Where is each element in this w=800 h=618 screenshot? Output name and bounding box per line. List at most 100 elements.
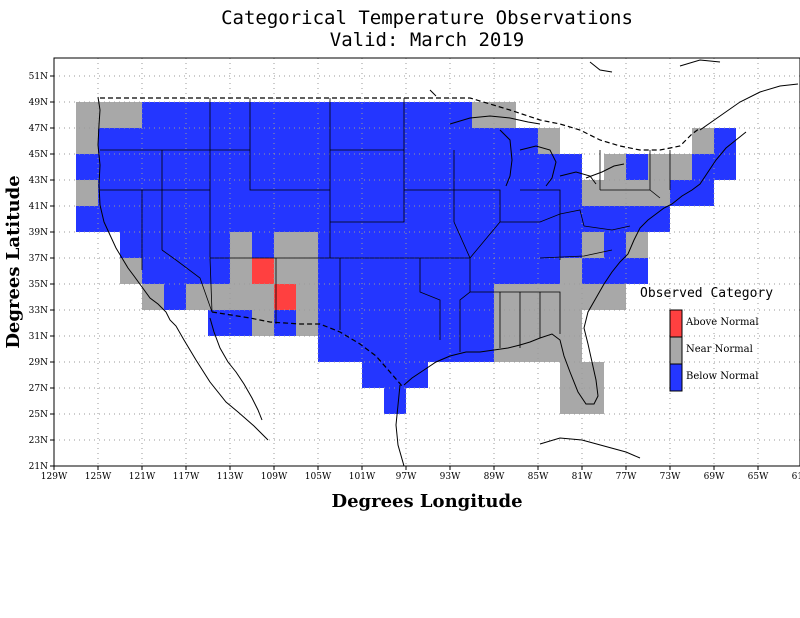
y-tick-label: 27N xyxy=(29,384,48,394)
grid-cell xyxy=(538,284,560,310)
grid-cell xyxy=(252,258,274,284)
grid-cell xyxy=(362,154,384,180)
grid-cell xyxy=(362,362,384,388)
mexico-east-coast-line xyxy=(395,384,405,466)
grid-cell xyxy=(340,310,362,336)
canada-coast-line xyxy=(429,59,799,131)
grid-cell xyxy=(340,336,362,362)
grid-cell xyxy=(340,258,362,284)
grid-cell xyxy=(494,336,516,362)
grid-cell xyxy=(516,206,538,232)
grid-cell xyxy=(164,206,186,232)
legend-swatch xyxy=(669,309,683,338)
grid-cell xyxy=(648,180,670,206)
grid-cell xyxy=(516,128,538,154)
grid-cell xyxy=(142,128,164,154)
grid-cell xyxy=(472,154,494,180)
legend-entries: Above Normal Near Normal Below Normal xyxy=(669,309,759,392)
grid-cell xyxy=(472,336,494,362)
y-tick-label: 41N xyxy=(29,202,48,212)
grid-cell xyxy=(450,128,472,154)
grid-cell xyxy=(318,154,340,180)
grid-cell xyxy=(164,284,186,310)
y-tick-label: 21N xyxy=(29,462,48,472)
grid-cell xyxy=(296,284,318,310)
grid-cell xyxy=(230,154,252,180)
grid-cell xyxy=(230,284,252,310)
grid-cell xyxy=(472,258,494,284)
grid-cell xyxy=(142,180,164,206)
grid-cell xyxy=(296,258,318,284)
grid-cell xyxy=(252,180,274,206)
grid-cell xyxy=(384,284,406,310)
grid-cell xyxy=(274,232,296,258)
grid-cell xyxy=(538,128,560,154)
legend: Observed Category Above Normal Near Norma… xyxy=(640,286,773,392)
grid-cell xyxy=(208,284,230,310)
grid-cell xyxy=(362,206,384,232)
grid-cell xyxy=(560,232,582,258)
grid-cell xyxy=(208,102,230,128)
grid-cell xyxy=(340,284,362,310)
grid-cell xyxy=(450,206,472,232)
grid-cell xyxy=(384,232,406,258)
grid-cell xyxy=(516,310,538,336)
grid-cell xyxy=(384,102,406,128)
legend-label: Below Normal xyxy=(686,371,758,382)
grid-cell xyxy=(626,206,648,232)
grid-cell xyxy=(142,102,164,128)
grid-cell xyxy=(428,154,450,180)
grid-cell xyxy=(296,310,318,336)
grid-cell xyxy=(274,284,296,310)
plot-area xyxy=(54,58,800,466)
x-tick-label: 125W xyxy=(85,472,112,482)
grid-cell xyxy=(494,128,516,154)
x-tick-label: 129W xyxy=(41,472,68,482)
grid-cell xyxy=(252,232,274,258)
x-tick-label: 85W xyxy=(528,472,549,482)
grid-cell xyxy=(406,102,428,128)
grid-cell xyxy=(516,258,538,284)
grid-cell xyxy=(76,154,98,180)
y-tick-label: 25N xyxy=(29,410,48,420)
grid-cell xyxy=(76,102,98,128)
grid-cell xyxy=(76,180,98,206)
grid-cell xyxy=(406,206,428,232)
grid-cell xyxy=(516,180,538,206)
grid-cell xyxy=(428,128,450,154)
y-tick-label: 49N xyxy=(29,98,48,108)
grid-cell xyxy=(252,154,274,180)
grid-cell xyxy=(472,102,494,128)
grid-cell xyxy=(494,102,516,128)
grid-cell xyxy=(164,232,186,258)
grid-cell xyxy=(494,206,516,232)
grid-cell xyxy=(98,206,120,232)
grid-cell xyxy=(494,232,516,258)
grid-cell xyxy=(582,232,604,258)
y-tick-label: 23N xyxy=(29,436,48,446)
grid-cell xyxy=(450,154,472,180)
y-tick-label: 51N xyxy=(29,72,48,82)
grid-cell xyxy=(406,128,428,154)
grid-cell xyxy=(560,180,582,206)
grid-cell xyxy=(76,206,98,232)
grid-cell xyxy=(406,310,428,336)
grid-cell xyxy=(428,102,450,128)
x-axis-ticks: 129W 125W 121W 117W 113W 109W 105W 101W 97W 93W 89… xyxy=(41,466,800,482)
great-lakes-line xyxy=(449,115,625,187)
grid-cell xyxy=(296,180,318,206)
grid-cell xyxy=(692,154,714,180)
grid-cell xyxy=(186,154,208,180)
grid-cell xyxy=(406,154,428,180)
grid-cell xyxy=(208,180,230,206)
basemap-lines xyxy=(97,59,799,466)
grid-cell xyxy=(318,180,340,206)
grid-cell xyxy=(120,154,142,180)
y-tick-label: 37N xyxy=(29,254,48,264)
grid-cell xyxy=(560,284,582,310)
grid-cell xyxy=(340,180,362,206)
grid-cell xyxy=(186,180,208,206)
grid-cell xyxy=(340,206,362,232)
x-tick-label: 105W xyxy=(305,472,332,482)
